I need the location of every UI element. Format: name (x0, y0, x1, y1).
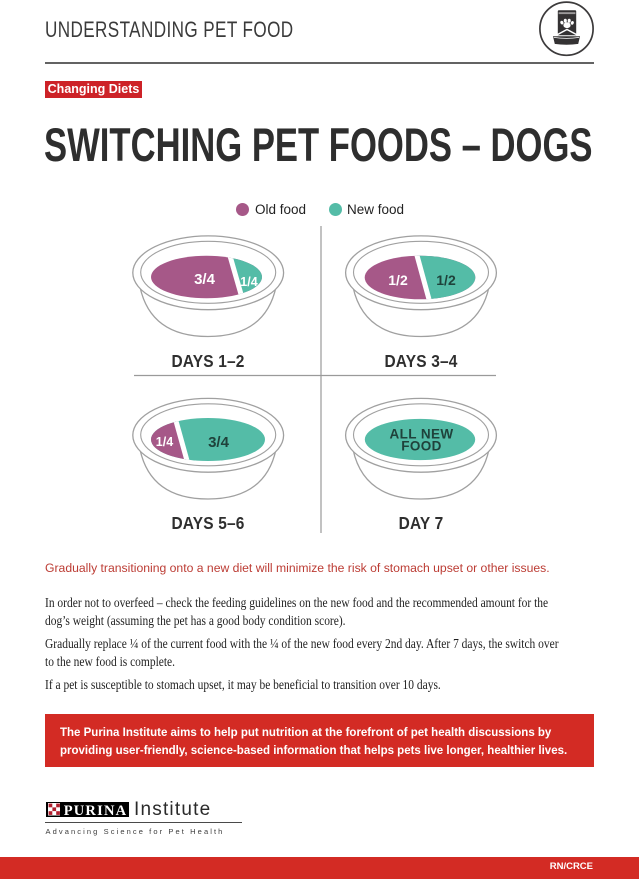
svg-text:1/2: 1/2 (436, 272, 456, 288)
svg-text:1/2: 1/2 (388, 272, 408, 288)
svg-text:ALL NEW: ALL NEW (389, 427, 453, 442)
svg-text:1/4: 1/4 (156, 435, 173, 449)
svg-text:3/4: 3/4 (208, 434, 230, 451)
svg-text:3/4: 3/4 (194, 271, 216, 288)
svg-text:1/4: 1/4 (240, 275, 257, 289)
svg-text:FOOD: FOOD (401, 439, 442, 454)
